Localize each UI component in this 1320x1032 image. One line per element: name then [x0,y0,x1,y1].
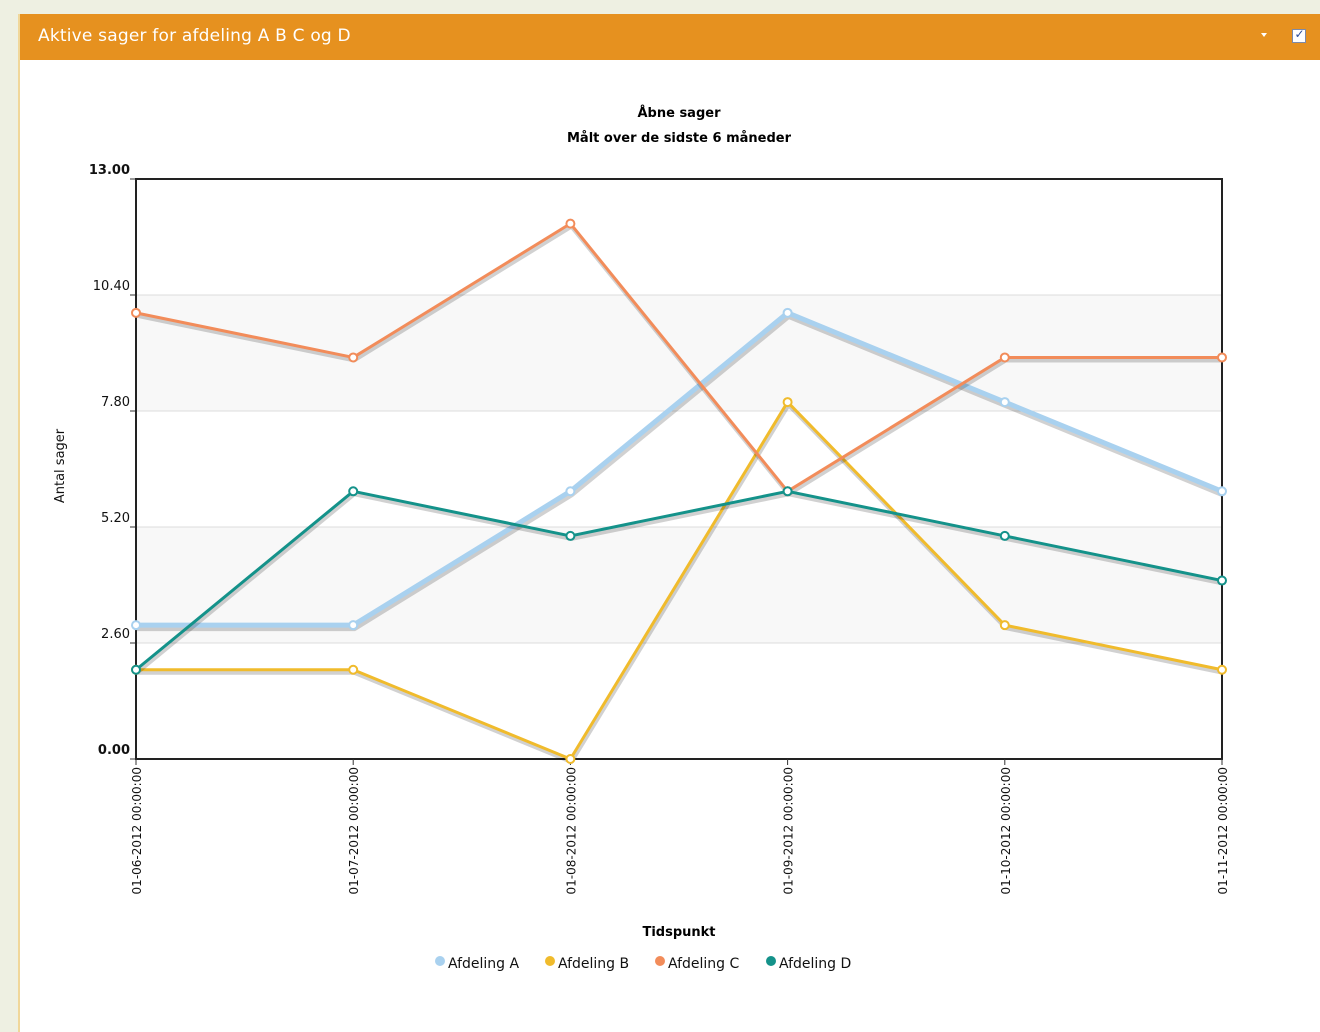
x-tick-label: 01-10-2012 00:00:00 [999,767,1013,894]
series-line [135,489,1223,671]
y-tick-label: 13.00 [89,163,130,178]
data-point [999,352,1010,363]
legend-label: Afdeling B [558,956,629,972]
chart-title: Åbne sager [637,105,721,121]
data-point [348,664,359,675]
series-line-shadow [137,403,1224,764]
data-point [999,530,1010,541]
panel-header: Aktive sager for afdeling A B C og D ✓ [20,14,1320,60]
x-tick-label: 01-09-2012 00:00:00 [782,767,796,894]
data-point [565,754,576,764]
data-point [1217,664,1227,675]
data-point [1217,352,1227,363]
data-point [999,397,1010,408]
y-tick-label: 7.80 [101,395,130,410]
data-point [565,218,576,229]
data-point [782,307,793,318]
data-point [348,486,359,497]
data-point [131,664,141,675]
data-point [1217,575,1227,586]
y-tick-label: 0.00 [98,743,130,758]
data-point [131,620,141,631]
plot-frame [135,178,1223,760]
series-line-shadow [135,492,1224,675]
x-tick-label: 01-11-2012 00:00:00 [1216,767,1230,894]
x-tick-label: 01-06-2012 00:00:00 [130,767,144,894]
y-tick-label: 5.20 [101,511,130,526]
legend-marker [545,956,555,966]
data-point [999,620,1010,631]
legend-label: Afdeling D [779,956,851,972]
chevron-down-icon[interactable] [1258,28,1272,42]
data-point [565,486,576,497]
y-tick-label: 2.60 [101,627,130,642]
x-axis-label: Tidspunkt [642,925,715,940]
data-point [348,620,359,631]
grid-band [136,295,1222,411]
series-line [135,222,1222,493]
legend-marker [766,956,776,966]
data-point [782,397,793,408]
checkmark-icon: ✓ [1294,27,1305,41]
chart-subtitle: Målt over de sidste 6 måneder [567,131,792,146]
legend-marker [435,956,445,966]
series-line [136,400,1223,761]
visible-checkbox[interactable]: ✓ [1292,27,1306,43]
chart-panel: Aktive sager for afdeling A B C og D ✓ [18,14,1320,1032]
x-tick-label: 01-07-2012 00:00:00 [347,767,361,894]
legend-marker [655,956,665,966]
panel-title: Aktive sager for afdeling A B C og D [38,26,351,46]
x-tick-label: 01-08-2012 00:00:00 [564,767,578,894]
data-point [131,307,141,318]
data-point [1217,486,1227,497]
legend-label: Afdeling C [668,956,739,972]
y-axis-label: Antal sager [53,428,68,503]
y-tick-label: 10.40 [93,279,130,294]
data-point [348,352,359,363]
data-point [782,486,793,497]
legend-label: Afdeling A [448,956,519,972]
series-line [136,310,1223,628]
data-point [565,530,576,541]
